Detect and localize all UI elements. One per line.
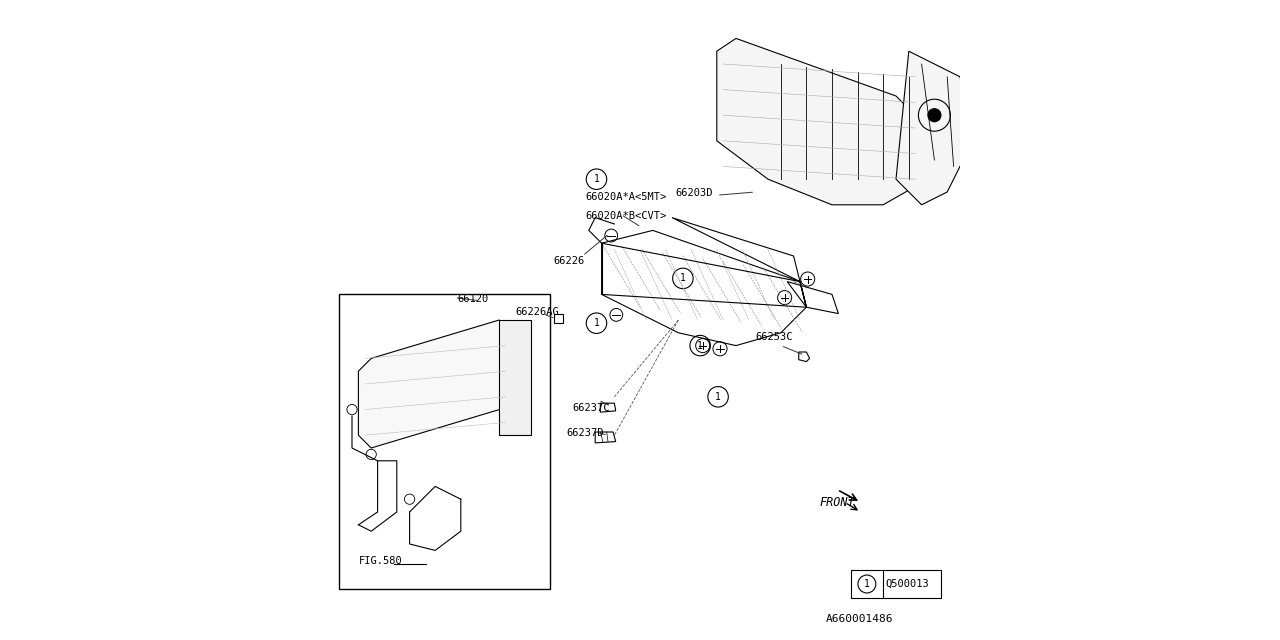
Text: 1: 1: [716, 392, 721, 402]
Text: 1: 1: [594, 318, 599, 328]
Text: A660001486: A660001486: [826, 614, 893, 624]
Text: 1: 1: [594, 174, 599, 184]
Polygon shape: [602, 230, 806, 346]
Text: 66020A*B<CVT>: 66020A*B<CVT>: [585, 211, 667, 221]
Text: 1: 1: [680, 273, 686, 284]
Text: 66253C: 66253C: [755, 332, 792, 342]
Text: Q500013: Q500013: [886, 579, 929, 589]
Polygon shape: [717, 38, 928, 205]
Text: 1: 1: [698, 340, 703, 351]
Text: 66203D: 66203D: [676, 188, 713, 198]
Text: 66020A*A<5MT>: 66020A*A<5MT>: [585, 191, 667, 202]
Text: 66226AG: 66226AG: [516, 307, 559, 317]
Bar: [339, 294, 550, 589]
Bar: [554, 314, 563, 323]
Text: 1: 1: [864, 579, 870, 589]
Polygon shape: [896, 51, 973, 205]
Text: 66120: 66120: [458, 294, 489, 304]
Bar: [851, 570, 941, 598]
Text: 66237D: 66237D: [566, 428, 604, 438]
Polygon shape: [358, 320, 512, 448]
Text: FIG.580: FIG.580: [358, 556, 402, 566]
Circle shape: [928, 109, 941, 122]
Text: 66237C: 66237C: [573, 403, 611, 413]
Text: 66226: 66226: [554, 255, 585, 266]
Polygon shape: [499, 320, 531, 435]
Text: FRONT: FRONT: [819, 496, 855, 509]
